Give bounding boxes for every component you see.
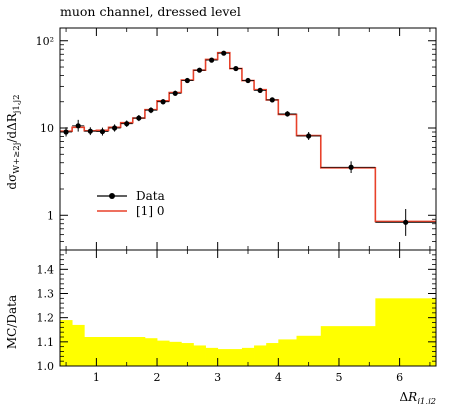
x-tick-label: 2 xyxy=(154,371,161,384)
data-point xyxy=(99,128,106,135)
uncertainty-band xyxy=(60,298,437,366)
ratio-band-bin xyxy=(217,349,231,366)
bottom-y-axis-label: MC/Data xyxy=(5,295,19,349)
x-tick-label: 6 xyxy=(396,371,403,384)
bottom-panel-frame xyxy=(59,249,437,367)
data-point xyxy=(111,125,118,131)
ratio-band-bin xyxy=(205,347,219,366)
chart-title: muon channel, dressed level xyxy=(60,4,241,19)
legend-mc-label: [1] 0 xyxy=(136,204,164,218)
data-point xyxy=(87,128,93,134)
data-point xyxy=(269,97,275,103)
data-point xyxy=(172,90,178,96)
bottom-y-tick-label: 1.0 xyxy=(37,360,55,373)
legend: Data [1] 0 xyxy=(97,189,165,218)
data-point xyxy=(284,111,291,117)
ratio-band-bin xyxy=(229,349,243,366)
ratio-band-bin xyxy=(241,347,255,366)
data-point xyxy=(63,129,69,135)
data-point xyxy=(245,77,251,84)
ratio-band-bin xyxy=(72,324,85,366)
data-point xyxy=(148,107,154,113)
bottom-panel: 1.0 1.1 1.2 1.3 1.4 1 2 3 4 5 6 xyxy=(37,249,437,384)
data-point xyxy=(75,123,81,129)
ratio-band-bin xyxy=(96,337,109,366)
top-y-tick-label: 1 xyxy=(47,209,54,222)
ratio-band-bin xyxy=(132,337,146,366)
data-point xyxy=(160,99,166,105)
legend-data-marker xyxy=(109,193,115,199)
top-y-axis-label: dσW+≥2j/dΔRj1,j2 xyxy=(5,94,22,189)
data-point xyxy=(196,67,203,73)
data-point xyxy=(403,219,409,225)
ratio-band-bin xyxy=(375,298,437,366)
legend-data-label: Data xyxy=(136,189,165,203)
ratio-band-bin xyxy=(120,337,134,366)
ratio-band-bin xyxy=(320,326,376,366)
data-point xyxy=(221,50,227,56)
data-point xyxy=(233,65,239,72)
data-point xyxy=(306,133,312,139)
ratio-band-bin xyxy=(266,343,279,366)
x-tick-label: 4 xyxy=(275,371,282,384)
ratio-band-bin xyxy=(108,337,122,366)
ratio-band-bin xyxy=(278,339,297,366)
data-point xyxy=(209,57,215,63)
ratio-band-bin xyxy=(181,343,194,366)
data-point xyxy=(136,115,142,121)
top-y-tick-label: 10² xyxy=(36,35,54,48)
x-tick-label: 5 xyxy=(335,371,342,384)
bottom-y-tick-label: 1.4 xyxy=(37,263,55,276)
ratio-band-bin xyxy=(60,320,73,366)
ratio-band-bin xyxy=(193,345,206,366)
data-point xyxy=(257,87,263,93)
ratio-band-bin xyxy=(169,341,182,366)
ratio-band-bin xyxy=(254,345,267,366)
bottom-y-tick-label: 1.1 xyxy=(37,336,55,349)
top-panel: 1 10 10² Data [1] 0 xyxy=(36,27,437,251)
ratio-band-bin xyxy=(84,337,97,366)
ratio-band-bin xyxy=(157,340,170,366)
ratio-band-bin xyxy=(144,338,158,366)
x-axis-label: ΔRj1,j2 xyxy=(399,390,436,404)
top-y-tick-label: 10 xyxy=(40,122,54,135)
top-panel-frame xyxy=(59,27,437,251)
ratio-band-bin xyxy=(296,335,322,366)
x-tick-label: 3 xyxy=(214,371,221,384)
data-point xyxy=(124,121,130,127)
prediction-step-line xyxy=(60,51,436,223)
prediction-step-path xyxy=(60,51,436,223)
data-point xyxy=(184,77,190,84)
bottom-y-tick-label: 1.2 xyxy=(37,312,55,325)
data-point xyxy=(348,164,354,170)
bottom-y-tick-label: 1.3 xyxy=(37,288,55,301)
x-tick-label: 1 xyxy=(93,371,100,384)
